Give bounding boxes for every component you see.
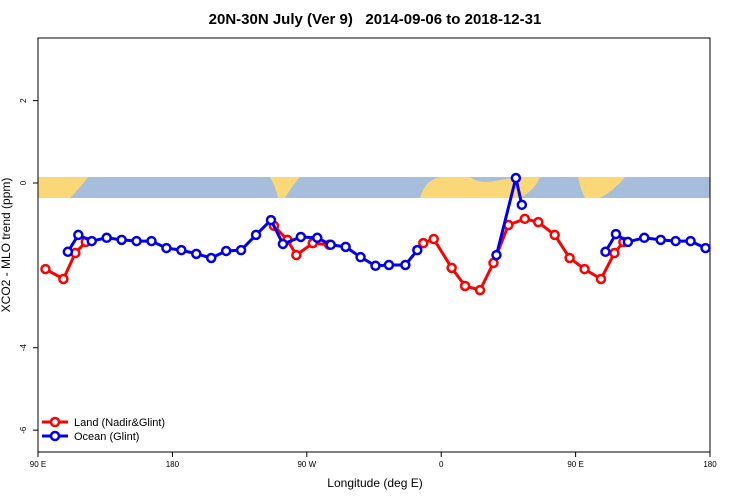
data-point [685, 235, 696, 247]
data-point [235, 244, 247, 256]
map-strip [38, 177, 710, 198]
data-point [340, 241, 351, 253]
data-point [370, 260, 381, 272]
data-point [609, 247, 620, 259]
x-axis-label: Longitude (deg E) [327, 476, 422, 490]
data-point [519, 213, 531, 225]
data-point [101, 232, 112, 244]
data-point [610, 228, 622, 240]
plot-frame [37, 37, 711, 453]
data-point [533, 216, 544, 228]
data-point [161, 242, 172, 254]
chart-title: 20N-30N July (Ver 9) 2014-09-06 to 2018-… [209, 11, 542, 28]
x-tick-label: 90 W [297, 460, 316, 469]
data-point [205, 252, 217, 264]
x-tick-label: 0 [439, 460, 444, 469]
data-point [58, 273, 69, 285]
y-tick-label: -4 [19, 344, 28, 352]
data-point [564, 252, 575, 264]
data-point [600, 246, 611, 258]
y-tick-label: 0 [19, 180, 28, 185]
data-point [40, 263, 51, 275]
data-point [418, 237, 429, 249]
legend-marker [49, 430, 61, 442]
y-axis-label: XCO2 - MLO trend (ppm) [0, 178, 13, 313]
data-point [446, 262, 457, 274]
data-point [510, 172, 522, 184]
x-tick-label: 90 E [567, 460, 583, 469]
data-point [622, 236, 634, 248]
data-point [670, 235, 681, 247]
data-point [62, 246, 74, 258]
data-point [73, 229, 84, 241]
data-point [355, 251, 366, 263]
x-tick-label: 180 [166, 460, 180, 469]
data-point [191, 248, 202, 260]
data-point [428, 233, 439, 245]
data-point [277, 238, 289, 250]
series-line [44, 217, 625, 292]
data-point [291, 249, 302, 261]
data-point [639, 232, 650, 244]
data-point [549, 229, 560, 241]
legend-marker [49, 416, 61, 428]
legend-label: Ocean (Glint) [74, 431, 139, 443]
data-point [595, 273, 607, 285]
x-tick-label: 90 E [30, 460, 46, 469]
data-point [400, 259, 411, 271]
data-point [474, 284, 486, 296]
data-point [86, 235, 98, 247]
data-point [312, 232, 323, 244]
data-point [383, 259, 395, 271]
data-point [176, 244, 187, 256]
data-point [295, 231, 307, 243]
data-point [412, 244, 423, 256]
data-point [700, 242, 711, 254]
data-point [116, 234, 127, 246]
data-point [131, 235, 142, 247]
data-point [250, 229, 262, 241]
data-point [146, 235, 157, 247]
data-point [325, 239, 336, 251]
y-tick-label: -6 [19, 426, 28, 434]
data-point [220, 245, 232, 257]
data-point [491, 249, 502, 261]
data-point [459, 280, 471, 292]
data-point [516, 199, 528, 211]
x-tick-label: 180 [703, 460, 717, 469]
y-tick-label: 2 [19, 98, 28, 103]
legend-label: Land (Nadir&Glint) [74, 417, 165, 429]
data-point [579, 263, 590, 275]
data-point [655, 234, 666, 246]
data-point [265, 214, 277, 226]
